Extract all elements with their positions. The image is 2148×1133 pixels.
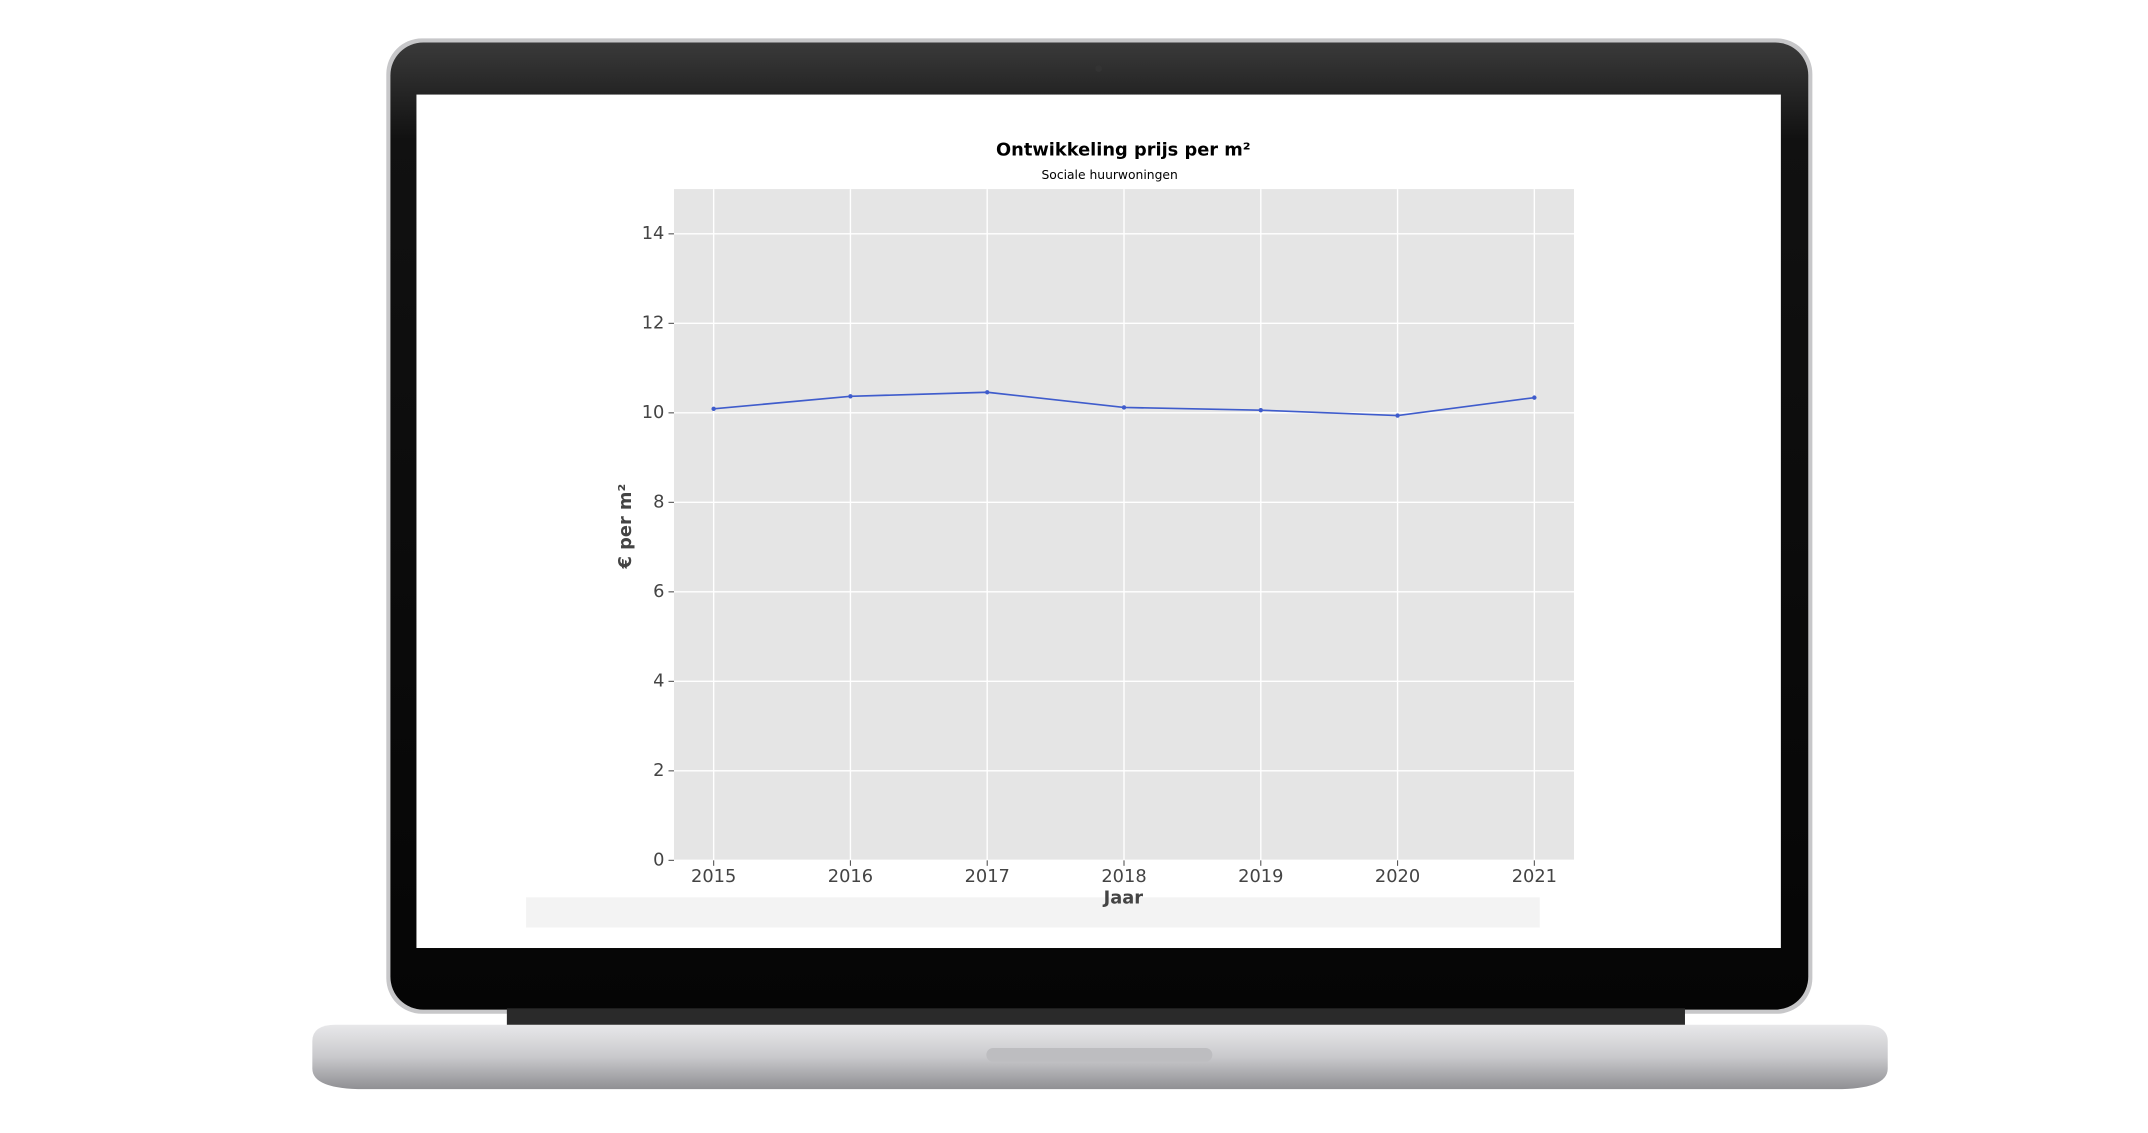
data-point: [1532, 395, 1537, 400]
keyboard: [506, 1008, 1685, 1028]
notch: [986, 1048, 1213, 1062]
data-point: [1258, 407, 1263, 413]
data-point: [848, 394, 853, 399]
data-point: [1395, 413, 1400, 418]
y-tick-label: 10: [642, 402, 665, 423]
x-tick-label: 2017: [965, 866, 1010, 887]
y-tick-label: 6: [653, 581, 664, 602]
x-tick-label: 2020: [1375, 866, 1420, 887]
y-axis-label: € per m²: [615, 484, 636, 570]
x-tick-label: 2021: [1512, 866, 1557, 887]
y-tick-label: 12: [642, 312, 665, 333]
data-point: [985, 390, 990, 395]
chart-title: Ontwikkeling prijs per m²: [996, 140, 1251, 161]
x-tick-label: 2015: [691, 866, 736, 887]
x-tick-label: 2019: [1238, 866, 1283, 887]
y-tick-label: 2: [653, 760, 664, 781]
x-tick-label: 2018: [1101, 866, 1146, 887]
y-tick-label: 0: [653, 849, 664, 870]
camera: [1095, 65, 1103, 72]
data-point: [1121, 405, 1127, 410]
chart-subtitle: Sociale huurwoningen: [1041, 168, 1177, 182]
data-point: [711, 406, 716, 412]
x-axis-label: Jaar: [1103, 888, 1144, 909]
x-tick-label: 2016: [828, 866, 873, 887]
y-tick-label: 8: [653, 491, 664, 512]
screen-shadow: [526, 897, 1540, 928]
y-tick-label: 4: [653, 670, 664, 691]
y-tick-label: 14: [642, 223, 665, 244]
